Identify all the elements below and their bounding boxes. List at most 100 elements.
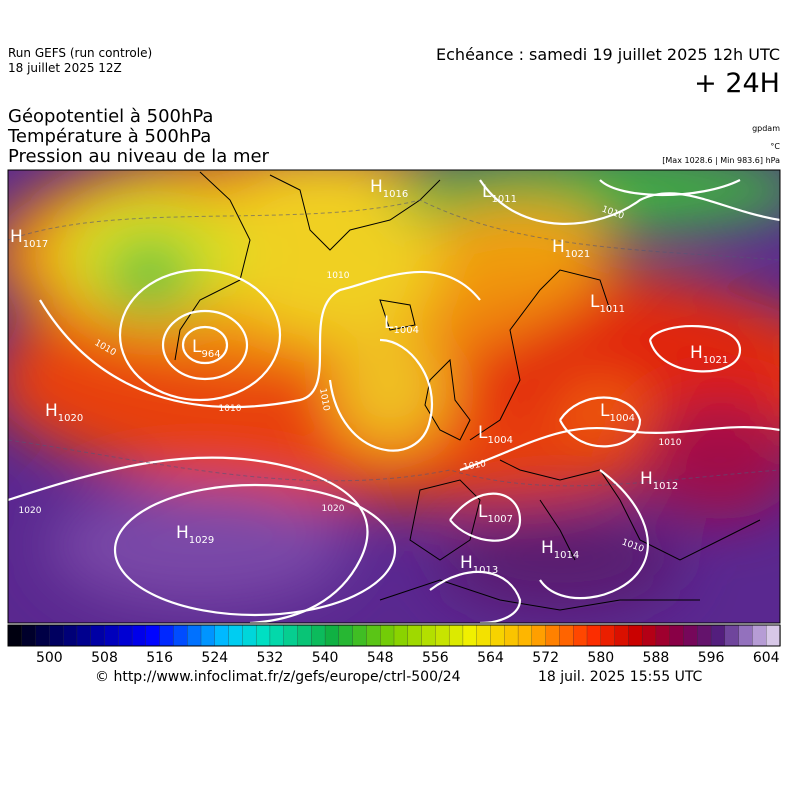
center-kind: L: [478, 502, 488, 522]
colorbar-cell: [628, 624, 643, 647]
field-2: Température à 500hPa: [8, 126, 212, 147]
center-kind: L: [600, 401, 610, 421]
colorbar-cell: [600, 624, 616, 647]
colorbar-label: 532: [257, 650, 284, 666]
colorbar-cell: [242, 624, 257, 647]
pressure-center: H1012: [640, 469, 678, 492]
center-kind: H: [460, 553, 473, 573]
colorbar-cell: [504, 624, 519, 647]
colorbar-cell: [724, 624, 740, 647]
center-value: 1021: [703, 355, 728, 366]
isobar-label: 1010: [317, 388, 331, 413]
colorbar-cell: [573, 624, 588, 647]
colorbar-cell: [614, 624, 630, 647]
colorbar-label: 556: [422, 650, 449, 666]
colorbar-label: 524: [201, 650, 228, 666]
pressure-center: L1004: [478, 423, 513, 446]
colorbar-cell: [586, 624, 602, 647]
isobar-label: 1010: [327, 271, 350, 281]
center-kind: H: [370, 177, 383, 197]
center-value: 1017: [23, 239, 48, 250]
colorbar-cell: [214, 624, 230, 647]
colorbar-cell: [655, 624, 671, 647]
colorbar-cell: [49, 624, 64, 647]
pressure-center: H1013: [460, 553, 498, 576]
pressure-center: L1011: [590, 292, 625, 315]
center-value: 1016: [383, 189, 408, 200]
center-value: 1007: [487, 514, 512, 525]
colorbar-cell: [338, 624, 354, 647]
colorbar: 500 508 516 524 532 540 548 556 564 572 580 588 596 6…: [7, 624, 781, 666]
center-kind: L: [478, 423, 488, 443]
colorbar-label: 500: [36, 650, 63, 666]
center-value: 1014: [554, 550, 579, 561]
colorbar-cell: [517, 624, 533, 647]
center-kind: L: [590, 292, 600, 312]
colorbar-cell: [104, 624, 119, 647]
colorbar-cell: [159, 624, 175, 647]
field-1: Géopotentiel à 500hPa: [8, 106, 214, 127]
colorbar-cell: [173, 624, 188, 647]
run-label: Run GEFS (run controle): [8, 46, 153, 60]
center-value: 964: [201, 349, 220, 360]
colorbar-label: 588: [643, 650, 670, 666]
center-value: 1011: [491, 194, 516, 205]
source-link: © http://www.infoclimat.fr/z/gefs/europe…: [95, 669, 461, 685]
colorbar-cell: [462, 624, 478, 647]
colorbar-cell: [641, 624, 657, 647]
colorbar-label: 604: [753, 650, 780, 666]
isobars: [8, 179, 780, 623]
colorbar-frame: [7, 624, 781, 647]
center-kind: H: [541, 538, 554, 558]
colorbar-cell: [324, 624, 340, 647]
center-kind: L: [192, 337, 202, 357]
colorbar-cell: [738, 624, 754, 647]
colorbar-cell: [269, 624, 285, 647]
colorbar-cell: [545, 624, 561, 647]
pressure-center: H1017: [10, 227, 48, 250]
center-value: 1011: [599, 304, 624, 315]
colorbar-cell: [697, 624, 712, 647]
pressure-center: H1029: [176, 523, 214, 546]
colorbar-label: 540: [312, 650, 339, 666]
colorbar-label: 572: [532, 650, 559, 666]
lead-time: + 24H: [694, 68, 780, 99]
colorbar-label: 508: [91, 650, 118, 666]
center-kind: H: [552, 237, 565, 257]
pressure-center: H1021: [690, 343, 728, 366]
colorbar-cell: [76, 624, 92, 647]
colorbar-label: 580: [587, 650, 614, 666]
colorbar-cell: [145, 624, 161, 647]
colorbar-cell: [200, 624, 216, 647]
isobar-label: 1020: [19, 506, 42, 516]
colorbar-cell: [366, 624, 381, 647]
colorbar-cell: [255, 624, 271, 647]
pressure-center: L964: [192, 337, 221, 360]
run-date: 18 juillet 2025 12Z: [8, 61, 122, 75]
center-kind: H: [640, 469, 653, 489]
colorbar-cell: [187, 624, 202, 647]
colorbar-cell: [421, 624, 437, 647]
center-value: 1012: [653, 481, 678, 492]
center-kind: H: [176, 523, 189, 543]
pressure-center: L1007: [478, 502, 513, 525]
isobar-label: 1010: [659, 438, 682, 448]
colorbar-cell: [21, 624, 37, 647]
colorbar-cell: [352, 624, 368, 647]
colorbar-cell: [118, 624, 133, 647]
center-value: 1021: [565, 249, 590, 260]
center-value: 1004: [609, 413, 634, 424]
center-value: 1013: [473, 565, 498, 576]
colorbar-cell: [683, 624, 698, 647]
pressure-center: H1021: [552, 237, 590, 260]
center-kind: H: [10, 227, 23, 247]
colorbar-cell: [311, 624, 326, 647]
colorbar-cell: [752, 624, 767, 647]
colorbar-cell: [283, 624, 299, 647]
colorbar-cell: [62, 624, 78, 647]
colorbar-cell: [766, 624, 781, 647]
field-3: Pression au niveau de la mer: [8, 146, 269, 167]
pressure-center: L1004: [384, 313, 419, 336]
